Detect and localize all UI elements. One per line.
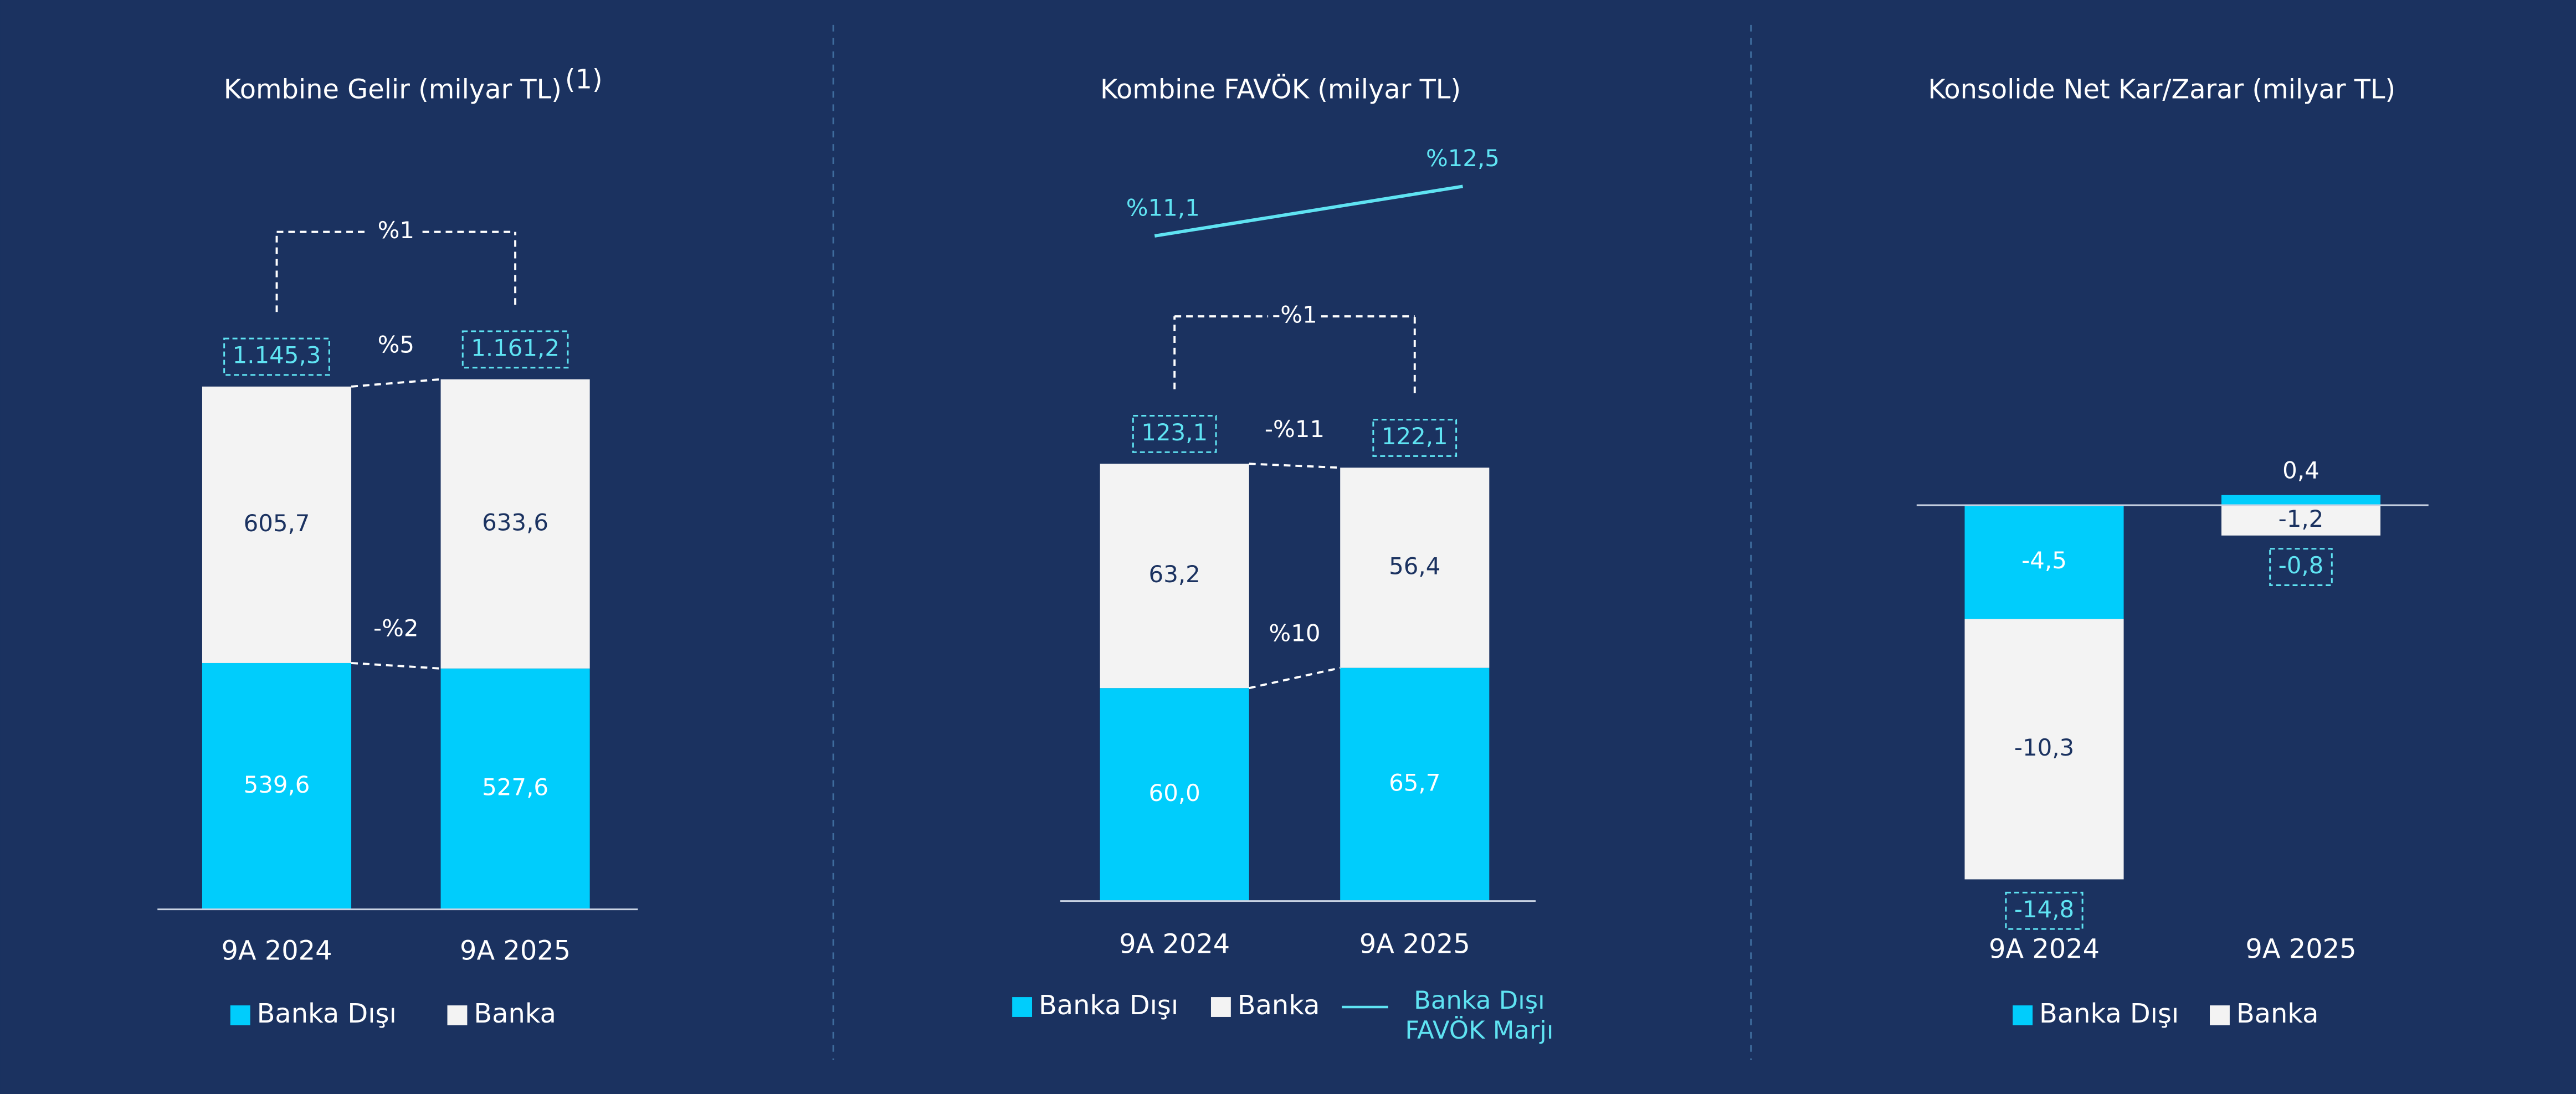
legend-label: Banka Dışı	[1039, 990, 1178, 1021]
connector	[351, 378, 441, 388]
connector	[1249, 463, 1341, 469]
total-change-label: -%1	[1272, 301, 1317, 328]
change-label: %10	[1269, 619, 1320, 646]
bar-segment	[1100, 464, 1249, 689]
x-tick-label: 9A 2024	[1989, 934, 2100, 964]
legend-swatch	[447, 1005, 468, 1025]
total-label: -14,8	[2014, 896, 2074, 923]
title-note: (1)	[565, 65, 603, 95]
data-label: -4,5	[2021, 547, 2067, 574]
bar-segment	[1964, 619, 2124, 880]
legend-label: Banka	[2236, 999, 2319, 1029]
chart-title: Kombine FAVÖK (milyar TL)	[1100, 74, 1461, 105]
total-label: 122,1	[1382, 423, 1448, 450]
data-label: 0,4	[2282, 456, 2320, 484]
bar-segment	[202, 386, 352, 663]
total-label: 1.161,2	[471, 334, 560, 361]
bar-segment	[1964, 505, 2124, 619]
bar-segment	[440, 668, 590, 910]
x-tick-label: 9A 2025	[1359, 929, 1470, 959]
line-label: %12,5	[1426, 145, 1500, 172]
total-box	[1372, 419, 1458, 457]
total-box	[223, 337, 330, 376]
total-label: 123,1	[1141, 419, 1208, 446]
change-label: -%11	[1265, 415, 1325, 443]
bar-segment	[1340, 667, 1490, 901]
total-box	[1132, 415, 1217, 453]
data-label: 60,0	[1149, 779, 1200, 807]
legend-text-box: Banka Dışı FAVÖK Marjı	[1405, 985, 1554, 1045]
total-box	[2269, 548, 2333, 586]
legend-label: Banka	[474, 999, 556, 1029]
data-label: 633,6	[482, 509, 548, 536]
data-label: 63,2	[1149, 561, 1200, 588]
change-label: %5	[378, 331, 414, 358]
legend-label: Banka	[1238, 990, 1320, 1021]
data-label: 539,6	[244, 771, 310, 798]
legend-swatch	[2210, 1005, 2230, 1025]
x-tick-label: 9A 2025	[460, 936, 571, 966]
total-change-label: %1	[378, 217, 414, 244]
legend-label: Banka Dışı	[257, 999, 397, 1029]
connector	[1249, 666, 1341, 690]
total-label: 1.145,3	[233, 342, 321, 369]
data-label: -1,2	[2279, 505, 2324, 532]
bar-segment	[440, 379, 590, 669]
chart-title: Konsolide Net Kar/Zarar (milyar TL)	[1928, 74, 2395, 105]
bar-segment	[1100, 688, 1249, 901]
legend-swatch	[1210, 997, 1231, 1017]
data-label: 65,7	[1389, 769, 1440, 797]
change-label: -%2	[373, 615, 419, 642]
x-tick-label: 9A 2025	[2245, 934, 2356, 964]
legend-label: Banka Dışı	[2039, 999, 2179, 1029]
bar-segment	[2221, 495, 2381, 505]
bar-segment	[1340, 468, 1490, 668]
x-tick-label: 9A 2024	[1119, 929, 1230, 959]
line-label: %11,1	[1126, 194, 1200, 222]
bar-segment	[202, 662, 352, 910]
legend-swatch	[230, 1005, 250, 1025]
chart-title: Kombine Gelir (milyar TL)	[224, 74, 562, 105]
legend-swatch	[2013, 1005, 2033, 1025]
legend-swatch	[1012, 997, 1033, 1017]
total-label: -0,8	[2279, 552, 2324, 579]
x-tick-label: 9A 2024	[221, 936, 332, 966]
margin-line	[1154, 184, 1463, 238]
bar-segment	[2221, 505, 2381, 536]
data-label: 527,6	[482, 774, 548, 801]
data-label: -10,3	[2014, 734, 2074, 761]
legend-label: Banka Dışı FAVÖK Marjı	[1405, 985, 1554, 1045]
data-label: 605,7	[244, 510, 310, 537]
data-label: 56,4	[1389, 552, 1440, 579]
connector	[351, 662, 441, 670]
total-box	[461, 330, 569, 369]
total-box	[2005, 891, 2084, 930]
